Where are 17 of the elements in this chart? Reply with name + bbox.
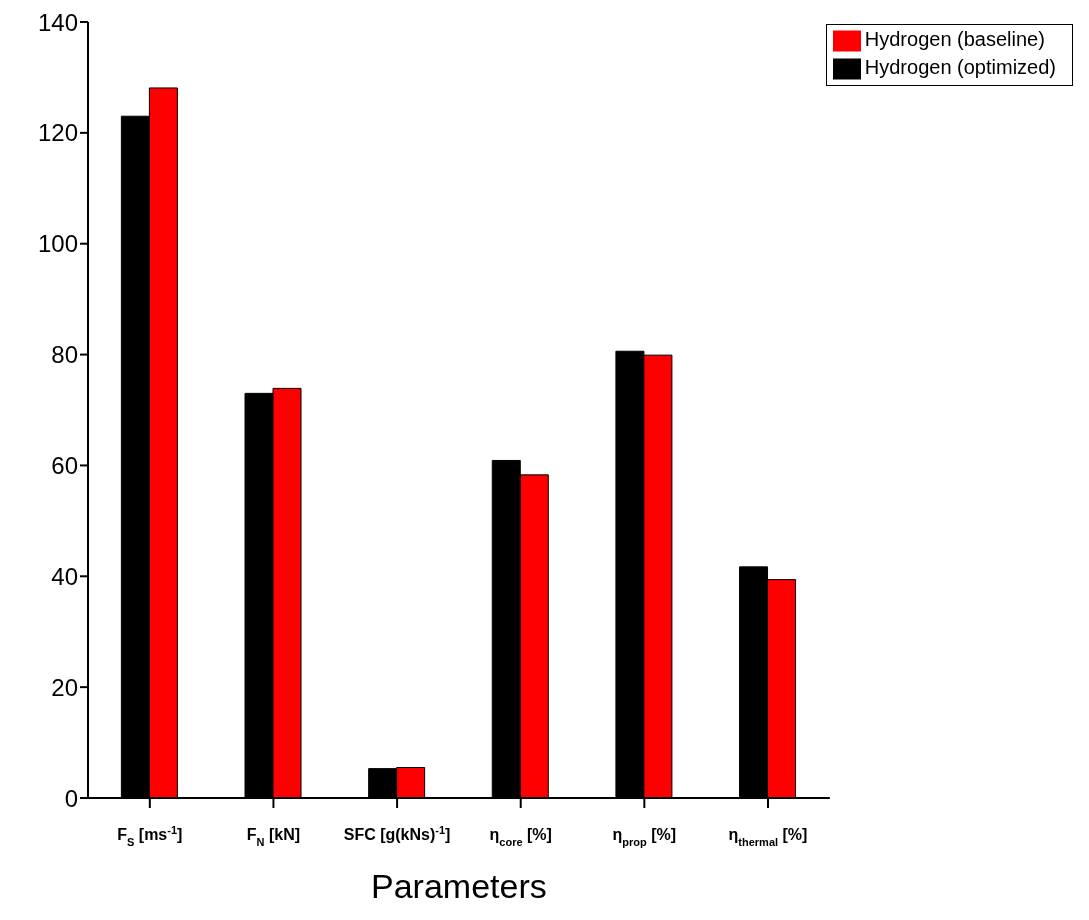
y-tick-label: 40: [51, 562, 78, 590]
y-tick-label: 80: [51, 341, 78, 369]
y-tick-label: 0: [64, 784, 78, 812]
legend-label: Hydrogen (baseline): [864, 28, 1045, 51]
y-tick-label: 60: [51, 451, 78, 479]
y-tick-label: 120: [37, 119, 78, 147]
y-tick-label: 140: [37, 8, 78, 36]
x-tick-label: F$_{S}$ [ms$^{-1}$]: [117, 824, 183, 848]
x-tick-label: η$_{thermal}$ [%]: [728, 826, 808, 848]
x-tick-label: η$_{prop}$ [%]: [612, 826, 677, 848]
x-tick-label: η$_{core}$ [%]: [489, 826, 552, 848]
legend-label: Hydrogen (optimized): [864, 56, 1056, 79]
x-axis-title: Parameters: [371, 867, 547, 905]
y-tick-label: 100: [37, 230, 78, 258]
x-tick-label: SFC [g(kNs)$^{-1}$]: [343, 824, 451, 843]
y-tick-label: 20: [51, 673, 78, 701]
x-tick-label: F$_{N}$ [kN]: [246, 826, 301, 848]
